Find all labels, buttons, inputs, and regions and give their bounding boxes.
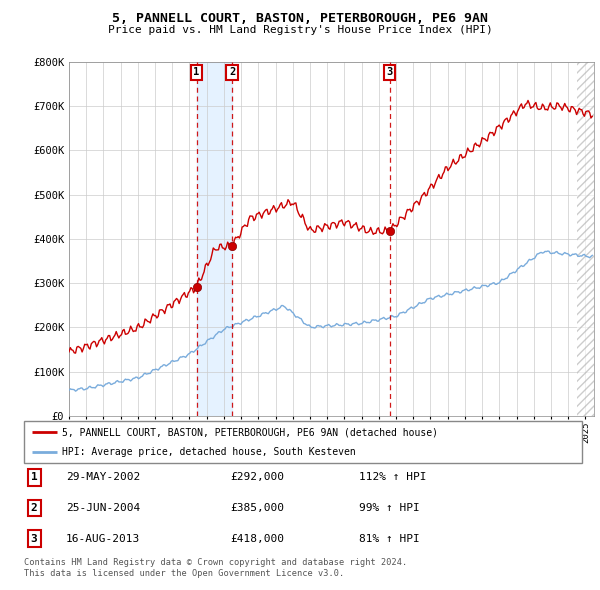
Text: 5, PANNELL COURT, BASTON, PETERBOROUGH, PE6 9AN (detached house): 5, PANNELL COURT, BASTON, PETERBOROUGH, … (62, 427, 438, 437)
Text: 5, PANNELL COURT, BASTON, PETERBOROUGH, PE6 9AN: 5, PANNELL COURT, BASTON, PETERBOROUGH, … (112, 12, 488, 25)
Text: This data is licensed under the Open Government Licence v3.0.: This data is licensed under the Open Gov… (24, 569, 344, 578)
Text: £292,000: £292,000 (230, 473, 284, 483)
Bar (577, 62, 594, 416)
Text: 1: 1 (193, 67, 200, 77)
Text: 2: 2 (229, 67, 235, 77)
Text: £418,000: £418,000 (230, 533, 284, 543)
Text: Contains HM Land Registry data © Crown copyright and database right 2024.: Contains HM Land Registry data © Crown c… (24, 558, 407, 566)
Text: 3: 3 (386, 67, 392, 77)
Text: 1: 1 (31, 473, 37, 483)
FancyBboxPatch shape (24, 421, 582, 463)
Text: 99% ↑ HPI: 99% ↑ HPI (359, 503, 419, 513)
Text: Price paid vs. HM Land Registry's House Price Index (HPI): Price paid vs. HM Land Registry's House … (107, 25, 493, 35)
Text: 2: 2 (31, 503, 37, 513)
Text: 25-JUN-2004: 25-JUN-2004 (66, 503, 140, 513)
Text: £385,000: £385,000 (230, 503, 284, 513)
Bar (197, 62, 232, 416)
Text: 112% ↑ HPI: 112% ↑ HPI (359, 473, 426, 483)
Text: 29-MAY-2002: 29-MAY-2002 (66, 473, 140, 483)
Text: 16-AUG-2013: 16-AUG-2013 (66, 533, 140, 543)
Text: 81% ↑ HPI: 81% ↑ HPI (359, 533, 419, 543)
Text: 3: 3 (31, 533, 37, 543)
Text: HPI: Average price, detached house, South Kesteven: HPI: Average price, detached house, Sout… (62, 447, 356, 457)
